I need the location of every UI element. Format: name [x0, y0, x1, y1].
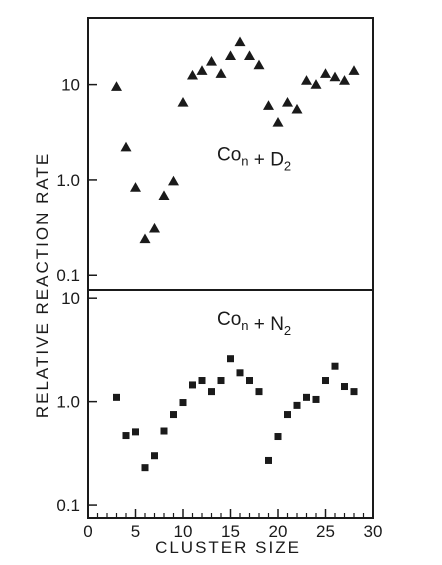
y-tick-label: 1.0: [56, 171, 80, 190]
triangle-point: [130, 182, 141, 192]
panel-annotation: Con + D2: [217, 144, 291, 173]
triangle-point: [272, 117, 284, 127]
triangle-point: [348, 65, 360, 75]
y-axis-label: RELATIVE REACTION RATE: [33, 152, 52, 418]
triangle-point: [187, 69, 198, 80]
triangle-point: [158, 190, 170, 201]
x-tick-label: 5: [131, 522, 140, 541]
triangle-point: [263, 100, 274, 110]
square-point: [122, 432, 130, 440]
annotation-text: Co: [217, 144, 241, 165]
square-point: [246, 377, 253, 385]
triangle-point: [215, 68, 227, 78]
triangle-point: [301, 75, 312, 85]
triangle-point: [120, 141, 132, 152]
triangle-point: [111, 81, 122, 91]
square-point: [113, 393, 120, 401]
x-tick-label: 25: [316, 522, 335, 541]
plot-frame: [87, 17, 374, 519]
triangle-point: [339, 75, 350, 85]
y-tick-label: 1.0: [56, 393, 80, 412]
square-point: [208, 388, 215, 396]
square-point: [151, 452, 158, 460]
labels-layer: RELATIVE REACTION RATE CLUSTER SIZE: [33, 152, 301, 557]
square-point: [132, 428, 139, 436]
annotation-text: N: [270, 314, 284, 335]
triangle-point: [234, 36, 246, 47]
annotation-text: Co: [217, 309, 241, 330]
square-point: [198, 377, 206, 385]
square-point: [170, 411, 177, 419]
square-point: [303, 393, 310, 401]
annotation-text: +: [249, 314, 271, 335]
square-point: [160, 427, 168, 435]
square-point: [189, 381, 196, 389]
square-point: [293, 401, 301, 409]
square-point: [274, 433, 282, 441]
triangle-point: [196, 65, 208, 75]
square-point: [284, 411, 291, 419]
annotation-subscript: n: [241, 318, 248, 333]
triangle-point: [149, 222, 160, 233]
triangle-point: [282, 96, 293, 107]
square-point: [341, 383, 348, 391]
square-point: [227, 355, 234, 363]
square-point: [179, 399, 187, 407]
marks-layer: [111, 36, 360, 472]
square-point: [322, 377, 329, 385]
y-tick-label: 10: [61, 289, 80, 308]
panel-annotation: Con + N2: [217, 309, 291, 338]
y-tick-label: 10: [61, 76, 80, 95]
triangle-point: [225, 50, 236, 61]
square-point: [331, 362, 339, 370]
annotation-text: D: [270, 149, 284, 170]
square-point: [236, 369, 244, 377]
square-point: [350, 388, 358, 396]
square-point: [141, 464, 149, 472]
triangle-point: [320, 68, 331, 78]
x-tick-label: 0: [83, 522, 92, 541]
square-point: [255, 388, 263, 396]
triangle-point: [177, 96, 189, 107]
x-axis-label: CLUSTER SIZE: [155, 538, 301, 557]
y-tick-label: 0.1: [56, 496, 80, 515]
triangle-point: [139, 233, 151, 244]
triangle-point: [206, 55, 217, 66]
square-point: [312, 395, 320, 403]
triangle-point: [244, 50, 255, 61]
square-point: [217, 377, 225, 385]
triangle-point: [329, 71, 341, 82]
x-tick-label: 20: [269, 522, 288, 541]
y-tick-label: 0.1: [56, 266, 80, 285]
square-point: [265, 456, 272, 464]
x-tick-label: 10: [174, 522, 193, 541]
annotation-subscript: n: [241, 153, 248, 168]
annotation-subscript: 2: [284, 158, 291, 173]
triangle-point: [168, 175, 179, 186]
triangle-point: [253, 59, 265, 70]
triangle-point: [310, 79, 322, 89]
triangle-point: [291, 103, 303, 114]
annotation-subscript: 2: [284, 323, 291, 338]
x-tick-label: 30: [364, 522, 383, 541]
annotation-text: +: [249, 149, 271, 170]
x-tick-label: 15: [221, 522, 240, 541]
